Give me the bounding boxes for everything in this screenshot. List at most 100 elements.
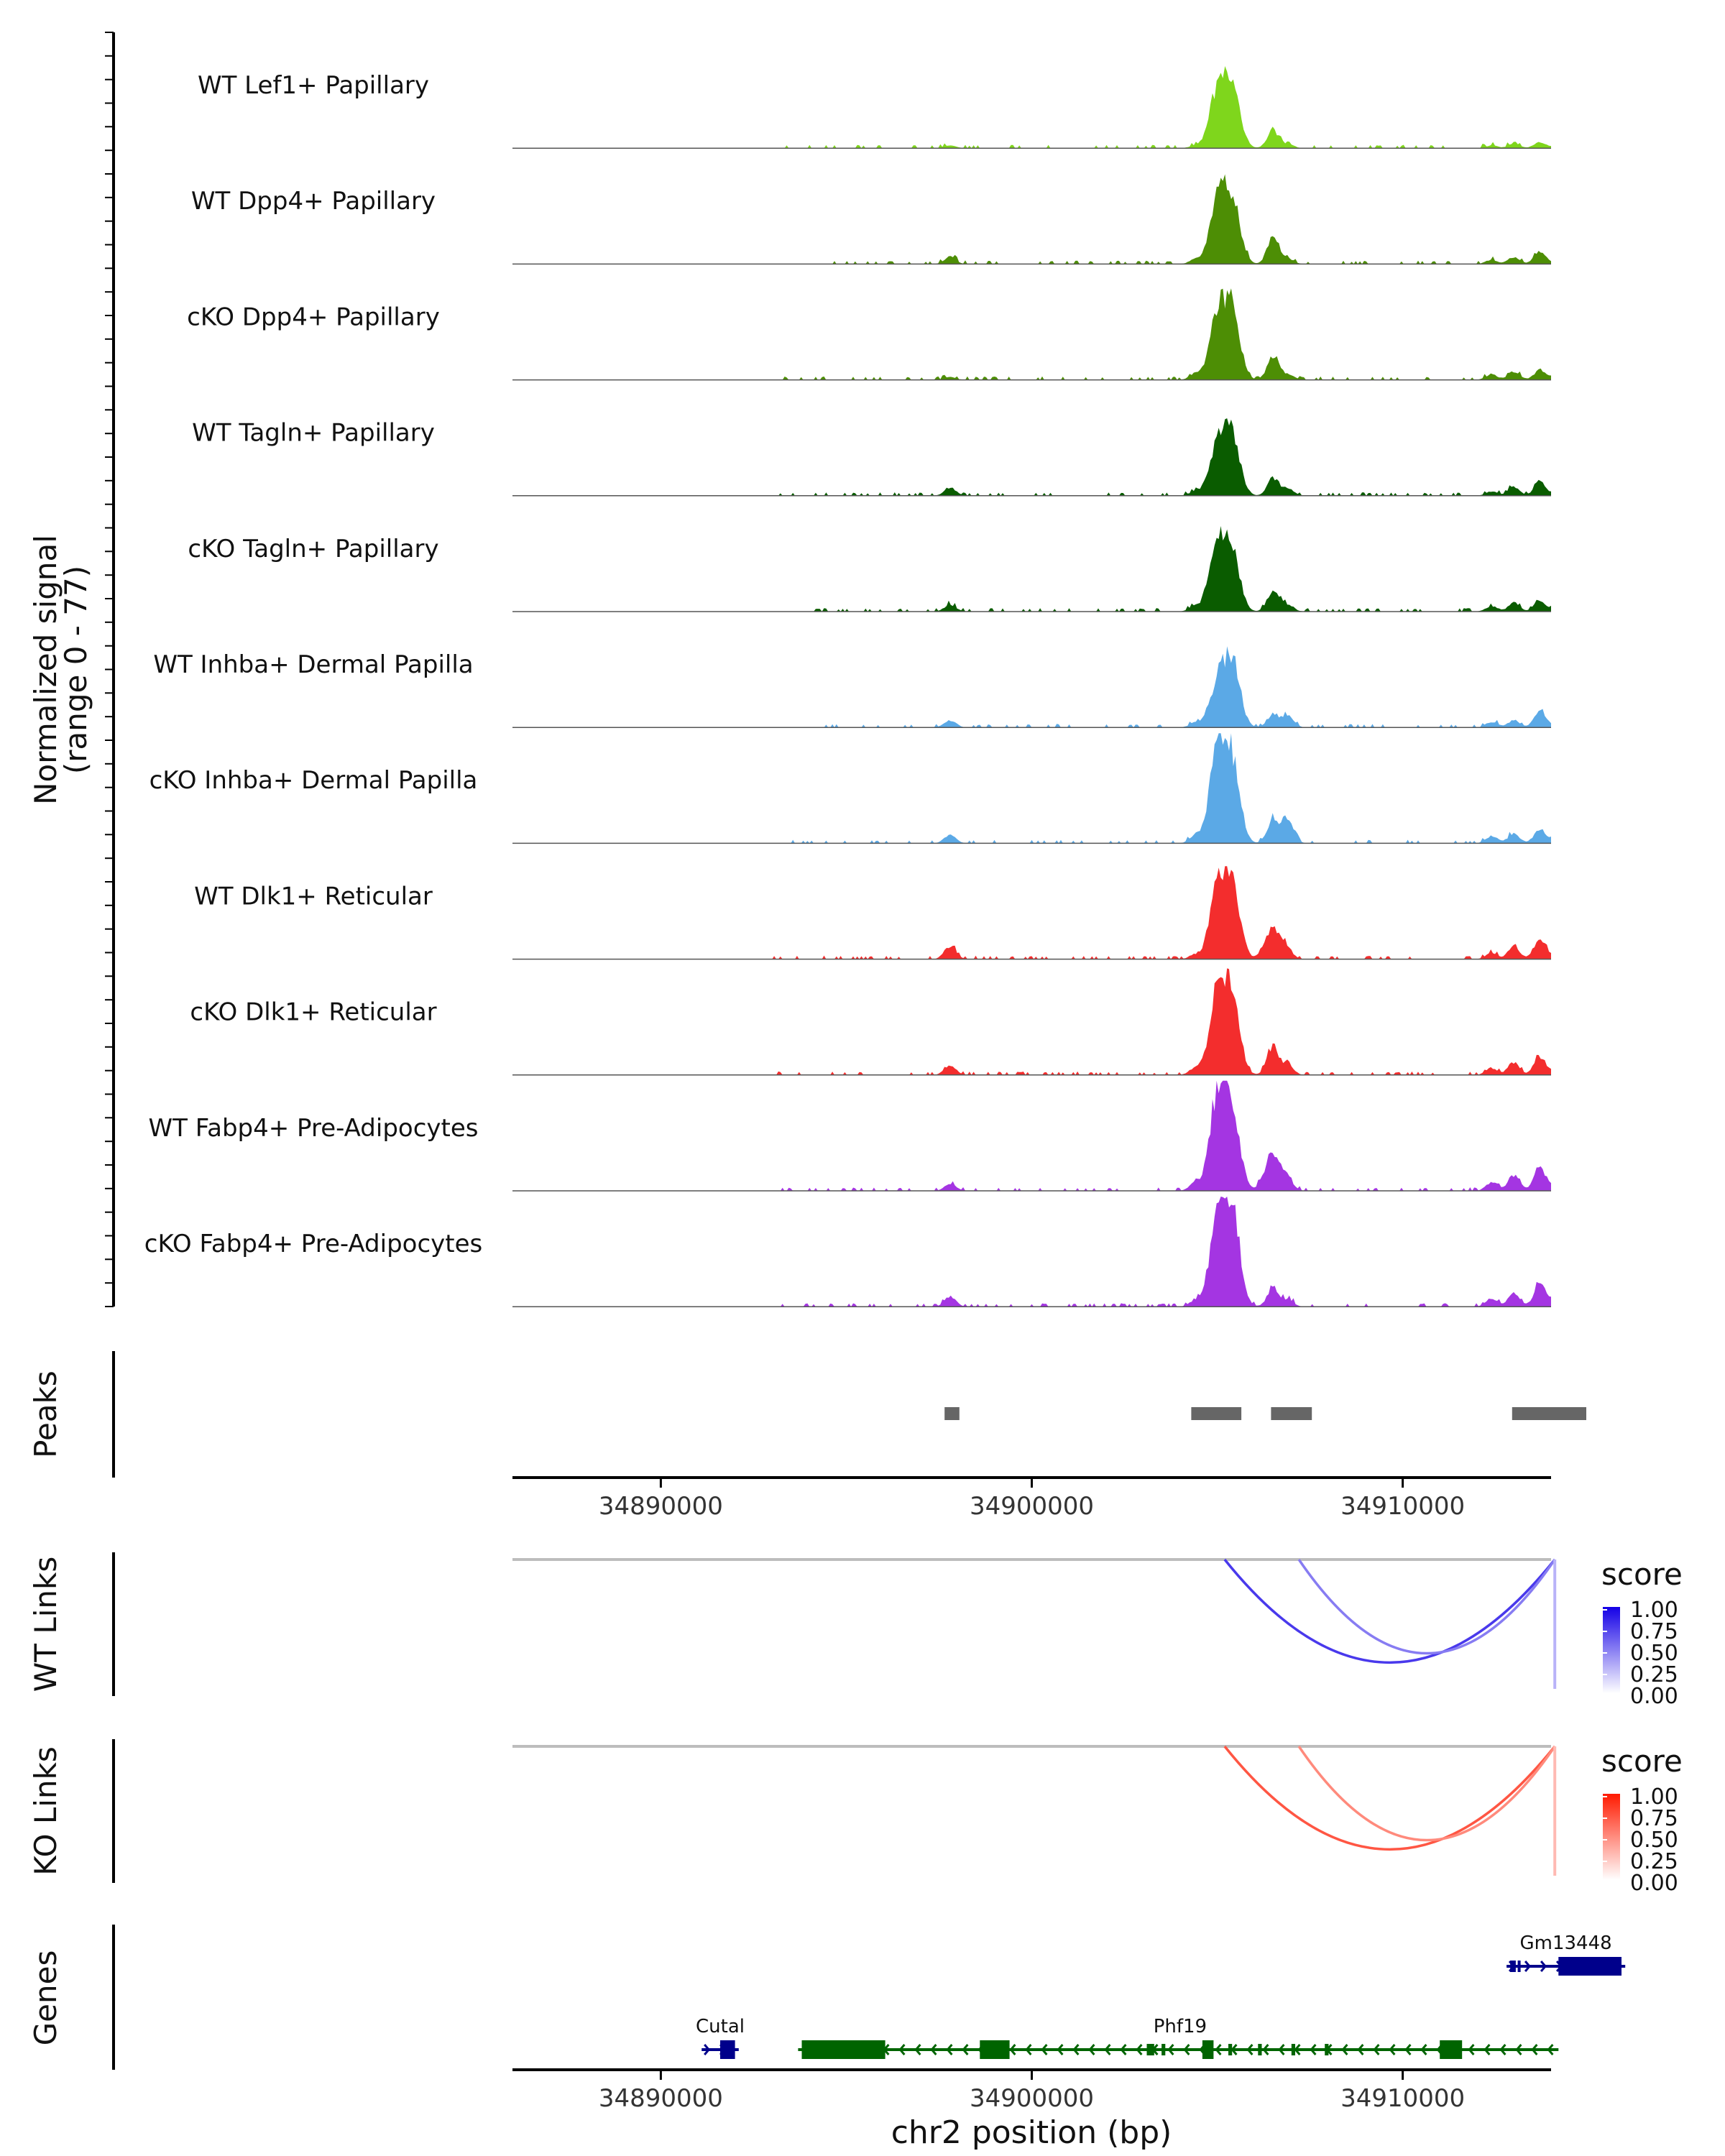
x-axes: 34890000 34900000 34910000 34890000 34900000… [512, 1476, 1551, 2113]
legend-label: 0.25 [1630, 1662, 1678, 1687]
peak-region [1191, 1407, 1242, 1420]
peaks-panel: Peaks [28, 1351, 1586, 1478]
signal-y-label-line2: (range 0 - 77) [58, 566, 93, 774]
strand-chevron [1540, 1961, 1547, 1972]
track-label: WT Lef1+ Papillary [198, 71, 429, 100]
gene-exon [1558, 1957, 1622, 1976]
strand-chevron [930, 2044, 937, 2055]
strand-chevron [1499, 2044, 1506, 2055]
legend-label: 1.00 [1630, 1784, 1678, 1810]
gene-models: Cutal Gm13448 Phf19 [696, 1932, 1626, 2059]
gene-exon [1162, 2044, 1166, 2055]
strand-chevron [1341, 2044, 1348, 2055]
x-axis-tick-label: 34900000 [970, 1492, 1094, 1521]
ko-legend-title: score [1601, 1743, 1683, 1779]
legend-label: 0.75 [1630, 1619, 1678, 1644]
signal-track: WT Inhba+ Dermal Papilla [153, 646, 1551, 728]
strand-chevron [1136, 2044, 1143, 2055]
ko-links-panel-label: KO Links [28, 1746, 63, 1876]
strand-chevron [1057, 2044, 1064, 2055]
signal-panel: Normalized signal (range 0 - 77) WT Lef1… [28, 32, 1551, 1307]
link-arc [1223, 1745, 1556, 1851]
track-label: WT Inhba+ Dermal Papilla [153, 650, 473, 679]
coverage-area [512, 646, 1551, 728]
gene-exon [980, 2040, 1010, 2059]
signal-track: WT Dpp4+ Papillary [191, 174, 1551, 265]
gene-exon [1228, 2044, 1233, 2055]
coverage-area [512, 968, 1551, 1075]
strand-chevron [1404, 2044, 1412, 2055]
signal-track: cKO Dlk1+ Reticular [190, 968, 1551, 1076]
strand-chevron [1230, 2044, 1238, 2055]
signal-tracks: WT Lef1+ Papillary WT Dpp4+ Papillary cKO … [144, 66, 1551, 1307]
strand-chevron [962, 2044, 969, 2055]
x-axis-tick-label: 34910000 [1340, 2084, 1465, 2113]
signal-track: WT Fabp4+ Pre-Adipocytes [149, 1080, 1551, 1192]
strand-chevron [1294, 2044, 1301, 2055]
strand-chevron [1041, 2044, 1048, 2055]
legend-label: 0.00 [1630, 1684, 1678, 1709]
coverage-area [512, 288, 1551, 380]
link-arc [1297, 1559, 1556, 1655]
strand-chevron [1389, 2044, 1396, 2055]
track-label: cKO Fabp4+ Pre-Adipocytes [144, 1230, 483, 1258]
peak-region [944, 1407, 960, 1420]
strand-chevron [1357, 2044, 1364, 2055]
strand-chevron [1420, 2044, 1427, 2055]
gene-label: Cutal [696, 2016, 745, 2037]
signal-y-label-line1: Normalized signal [28, 535, 63, 805]
strand-chevron [1183, 2044, 1190, 2055]
gene-exon [1146, 2044, 1154, 2055]
strand-chevron [946, 2044, 953, 2055]
x-axis-tick-label: 34890000 [599, 1492, 723, 1521]
peak-regions [944, 1407, 1586, 1420]
gene-exon [1291, 2044, 1295, 2055]
strand-chevron [1278, 2044, 1285, 2055]
peak-region [1512, 1407, 1586, 1420]
signal-track: WT Dlk1+ Reticular [194, 866, 1551, 960]
strand-chevron [1167, 2044, 1174, 2055]
signal-track: cKO Inhba+ Dermal Papilla [150, 733, 1551, 844]
track-label: WT Dlk1+ Reticular [194, 882, 433, 911]
gene-exon [720, 2040, 735, 2059]
coverage-area [512, 866, 1551, 959]
signal-track: cKO Tagln+ Papillary [188, 525, 1551, 612]
coverage-area [512, 418, 1551, 496]
signal-track: WT Tagln+ Papillary [192, 418, 1551, 497]
strand-chevron [1531, 2044, 1538, 2055]
strand-chevron [1104, 2044, 1111, 2055]
coverage-area [512, 66, 1551, 149]
legend-label: 1.00 [1630, 1598, 1678, 1623]
strand-chevron [1310, 2044, 1317, 2055]
strand-chevron [1088, 2044, 1095, 2055]
gene-exon [1202, 2040, 1214, 2059]
x-axis-title: chr2 position (bp) [891, 2114, 1172, 2151]
signal-y-axis-ticks [105, 32, 114, 1307]
strand-chevron [898, 2044, 906, 2055]
gene-exon [801, 2040, 886, 2059]
genes-x-axis: 34890000 34900000 34910000 [512, 2068, 1551, 2113]
legend-label: 0.00 [1630, 1871, 1678, 1896]
coverage-area [512, 733, 1551, 844]
strand-chevron [704, 2044, 711, 2055]
gene-exon [1517, 1961, 1521, 1972]
coverage-area [512, 525, 1551, 612]
wt-legend-colorbar [1603, 1607, 1620, 1693]
legend-label: 0.75 [1630, 1806, 1678, 1831]
link-arc [1223, 1558, 1556, 1664]
track-label: WT Dpp4+ Papillary [191, 187, 436, 216]
strand-chevron [1262, 2044, 1269, 2055]
link-arc [1297, 1746, 1556, 1842]
ko-link-arcs [1223, 1745, 1557, 1876]
gene-exon [1325, 2044, 1329, 2055]
genes-panel: Genes Cutal Gm13448 Phf19 [28, 1925, 1626, 2070]
strand-chevron [1547, 2044, 1554, 2055]
track-label: cKO Inhba+ Dermal Papilla [150, 766, 478, 795]
peak-region [1271, 1407, 1312, 1420]
strand-chevron [1025, 2044, 1032, 2055]
ko-links-panel: KO Links score 1.000.750.500.250.00 [28, 1739, 1683, 1896]
gene-exon [1510, 1961, 1516, 1972]
strand-chevron [1009, 2044, 1016, 2055]
coverage-area [512, 174, 1551, 264]
